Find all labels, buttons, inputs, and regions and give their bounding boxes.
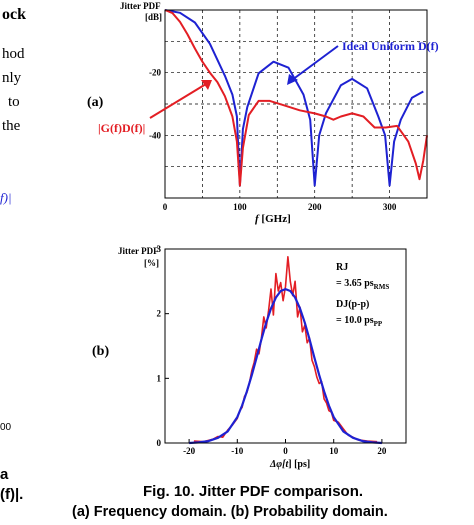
panel-a-ylabel-line2: [dB] <box>145 12 162 22</box>
left-heading-fragment: ock <box>2 6 26 23</box>
panel-b-annotation-rj: RJ <box>336 262 348 273</box>
panel-b-annotation-rj-value-text: = 3.65 ps <box>336 278 374 289</box>
panel-b-xlabel-unit: ] [ps] <box>288 459 310 470</box>
panel-a-ytick-0: -20 <box>149 68 161 78</box>
panel-a-xtick-1: 100 <box>233 202 247 212</box>
panel-b-series-line-0 <box>189 288 382 445</box>
panel-b-ytick-2: 2 <box>157 309 162 319</box>
left-text-line-2: nly <box>2 70 22 86</box>
panel-b-xtick-0: -20 <box>183 446 195 456</box>
panel-a-label: (a) <box>87 95 104 110</box>
figure-caption-line1: Fig. 10. Jitter PDF comparison. <box>143 483 364 500</box>
panel-b-xtick-3: 10 <box>329 446 339 456</box>
panel-b-ytick-0: 0 <box>157 438 162 448</box>
panel-a-ytick-1: -40 <box>149 130 161 140</box>
panel-a-arrow-blue <box>291 45 339 81</box>
panel-b-annotation-dj-value-text: = 10.0 ps <box>336 315 374 326</box>
panel-b-annotations: RJ = 3.65 psRMS DJ(p-p) = 10.0 psPP <box>336 262 389 328</box>
left-tick-fragment: 00 <box>0 422 12 433</box>
panel-b-xlabel-t: t <box>285 459 289 470</box>
left-text-line-4: the <box>2 118 21 134</box>
panel-b-ticks: -20 -10 0 10 20 0 1 2 3 <box>157 244 387 456</box>
figure-caption-line2: (a) Frequency domain. (b) Probability do… <box>72 504 388 520</box>
panel-b-annotation-dj: DJ(p-p) <box>336 299 369 310</box>
panel-b: (b) Jitter PDF [%] -20 -10 0 10 20 0 1 2 3 Δφ[t]… <box>92 244 407 470</box>
panel-b-xlabel-prefix: Δφ[ <box>269 459 286 470</box>
panel-a-xtick-0: 0 <box>163 202 168 212</box>
panel-b-annotation-rj-sub: RMS <box>374 283 390 291</box>
panel-b-ytick-3: 3 <box>157 244 162 254</box>
panel-a-annotation-blue: Ideal Uniform D(f) <box>342 39 439 53</box>
panel-b-xlabel: Δφ[t] [ps] <box>269 459 310 470</box>
panel-a-arrowhead-red <box>201 80 212 90</box>
panel-b-annotation-rj-value: = 3.65 psRMS <box>336 278 389 291</box>
panel-a-ticks: 0 100 200 300 -20 -40 <box>149 68 397 212</box>
panel-a-arrowhead-blue <box>287 74 298 85</box>
panel-b-frame <box>164 248 407 444</box>
left-bottom-fragment-b: (f)|. <box>0 486 24 503</box>
panel-a-annotation-red: |G(f)D(f)| <box>98 121 145 135</box>
panel-b-ylabel-line1: Jitter PDF <box>118 246 159 256</box>
panel-a-series-line-1 <box>164 9 428 187</box>
left-bottom-fragment-a: a <box>0 466 9 483</box>
panel-a-series-line-0 <box>164 9 424 187</box>
panel-b-ytick-1: 1 <box>157 373 162 383</box>
panel-b-series <box>189 255 382 445</box>
panel-a-frame <box>164 9 428 199</box>
panel-b-annotation-rj-text: RJ <box>336 262 348 273</box>
panel-b-xtick-1: -10 <box>231 446 243 456</box>
panel-a-xlabel-unit: [GHz] <box>259 213 291 225</box>
panel-b-xtick-2: 0 <box>283 446 288 456</box>
panel-a-xlabel-f: f <box>255 213 260 225</box>
panel-a-xtick-3: 300 <box>383 202 397 212</box>
panel-a-arrow-red <box>149 83 207 119</box>
left-text-line-1: hod <box>2 46 25 62</box>
left-blue-label-fragment: f)| <box>0 190 12 205</box>
panel-b-annotation-dj-sub: PP <box>374 320 383 328</box>
left-text-line-3: to <box>8 94 20 110</box>
panel-b-label: (b) <box>92 344 109 359</box>
panel-a: (a) Jitter PDF [dB] 0 100 200 300 -20 -40 f [… <box>87 1 439 225</box>
panel-a-series <box>164 9 428 187</box>
panel-b-xtick-4: 20 <box>377 446 387 456</box>
panel-a-xtick-2: 200 <box>308 202 322 212</box>
panel-a-ylabel-line1: Jitter PDF <box>120 1 161 11</box>
panel-b-annotation-dj-value: = 10.0 psPP <box>336 315 383 328</box>
panel-b-annotation-dj-text: DJ(p-p) <box>336 299 369 310</box>
panel-b-ylabel-line2: [%] <box>144 258 159 268</box>
panel-a-xlabel: f [GHz] <box>255 213 291 225</box>
